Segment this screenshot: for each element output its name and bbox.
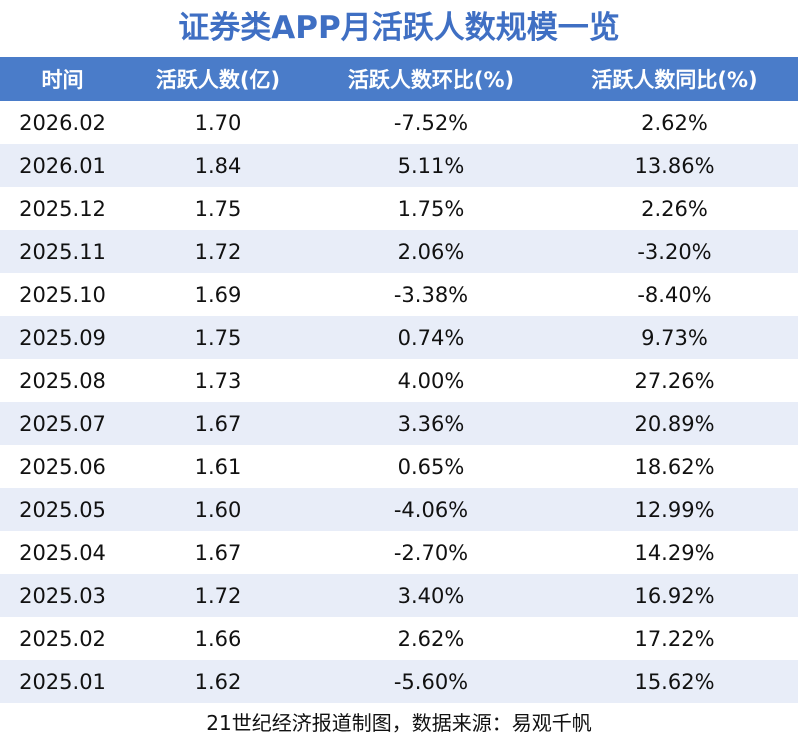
table-row: 2025.03 1.72 3.40% 16.92% <box>0 574 798 617</box>
table-row: 2025.11 1.72 2.06% -3.20% <box>0 230 798 273</box>
header-cell: 活跃人数同比(%) <box>591 68 758 92</box>
table-cell: 1.73 <box>194 368 242 393</box>
table-cell: -7.52% <box>393 110 469 135</box>
table-cell: 15.62% <box>634 669 715 694</box>
table-cell: 1.69 <box>194 282 242 307</box>
table-cell: 1.67 <box>194 411 242 436</box>
table-cell: 1.62 <box>194 669 242 694</box>
table-cell: 2025.05 <box>19 497 106 522</box>
title: 证券类APP月活跃人数规模一览 <box>178 10 620 46</box>
table-cell: -3.38% <box>393 282 469 307</box>
table-cell: 1.66 <box>194 626 242 651</box>
table-cell: 9.73% <box>641 325 708 350</box>
table-cell: 16.92% <box>634 583 715 608</box>
table-cell: 2025.12 <box>19 196 106 221</box>
table-cell: 2025.03 <box>19 583 106 608</box>
table-cell: 1.60 <box>194 497 242 522</box>
table-cell: 2025.04 <box>19 540 106 565</box>
table-cell: 2025.08 <box>19 368 106 393</box>
table-row: 2025.06 1.61 0.65% 18.62% <box>0 445 798 488</box>
table-cell: 4.00% <box>397 368 465 393</box>
table-cell: 12.99% <box>634 497 715 522</box>
table-cell: 2025.07 <box>19 411 106 436</box>
table-cell: 2.62% <box>397 626 465 651</box>
table-cell: 1.75 <box>194 325 242 350</box>
header-cell: 活跃人数环比(%) <box>347 68 515 92</box>
table-cell: 18.62% <box>634 454 715 479</box>
table-cell: -8.40% <box>637 282 712 307</box>
table-cell: 1.75% <box>397 196 465 221</box>
table-row: 2025.09 1.75 0.74% 9.73% <box>0 316 798 359</box>
table-cell: 1.72 <box>194 239 242 264</box>
table-cell: 2.06% <box>397 239 465 264</box>
table-cell: 13.86% <box>634 153 715 178</box>
table-cell: 20.89% <box>634 411 715 436</box>
table-cell: 14.29% <box>634 540 715 565</box>
header-row: 时间 活跃人数(亿) 活跃人数环比(%) 活跃人数同比(%) <box>0 57 798 101</box>
table-cell: 2025.11 <box>19 239 106 264</box>
table-cell: 2.62% <box>641 110 708 135</box>
header-cell: 时间 <box>41 68 84 92</box>
table-cell: 2025.09 <box>19 325 106 350</box>
table-cell: 2.26% <box>641 196 708 221</box>
table-cell: 3.40% <box>397 583 465 608</box>
table-cell: 1.72 <box>194 583 242 608</box>
table-cell: 0.65% <box>397 454 465 479</box>
table-row: 2026.02 1.70 -7.52% 2.62% <box>0 101 798 144</box>
table-row: 2025.10 1.69 -3.38% -8.40% <box>0 273 798 316</box>
table-cell: 2026.02 <box>19 110 106 135</box>
table-row: 2025.05 1.60 -4.06% 12.99% <box>0 488 798 531</box>
table-cell: -3.20% <box>637 239 712 264</box>
table-cell: 2025.06 <box>19 454 106 479</box>
footer: 21世纪经济报道制图，数据来源：易观千帆 <box>206 711 592 735</box>
table-cell: 17.22% <box>634 626 715 651</box>
table: 时间 活跃人数(亿) 活跃人数环比(%) 活跃人数同比(%) 2026.02 1.70 -7… <box>0 57 798 703</box>
table-row: 2025.01 1.62 -5.60% 15.62% <box>0 660 798 703</box>
table-row: 2025.07 1.67 3.36% 20.89% <box>0 402 798 445</box>
table-cell: 2026.01 <box>19 153 106 178</box>
table-cell: 2025.01 <box>19 669 106 694</box>
table-cell: 5.11% <box>397 153 465 178</box>
table-row: 2025.04 1.67 -2.70% 14.29% <box>0 531 798 574</box>
table-row: 2026.01 1.84 5.11% 13.86% <box>0 144 798 187</box>
table-cell: 2025.02 <box>19 626 106 651</box>
table-cell: 1.70 <box>194 110 242 135</box>
table-cell: 27.26% <box>634 368 715 393</box>
table-cell: -5.60% <box>393 669 469 694</box>
table-row: 2025.02 1.66 2.62% 17.22% <box>0 617 798 660</box>
table-cell: 1.61 <box>194 454 242 479</box>
table-cell: 0.74% <box>397 325 465 350</box>
table-cell: 1.84 <box>194 153 242 178</box>
table-cell: 3.36% <box>397 411 465 436</box>
table-row: 2025.08 1.73 4.00% 27.26% <box>0 359 798 402</box>
table-cell: 1.67 <box>194 540 242 565</box>
header-cell: 活跃人数(亿) <box>155 68 281 92</box>
table-cell: 1.75 <box>194 196 242 221</box>
table-cell: 2025.10 <box>19 282 106 307</box>
table-cell: -2.70% <box>393 540 469 565</box>
table-cell: -4.06% <box>393 497 469 522</box>
table-row: 2025.12 1.75 1.75% 2.26% <box>0 187 798 230</box>
